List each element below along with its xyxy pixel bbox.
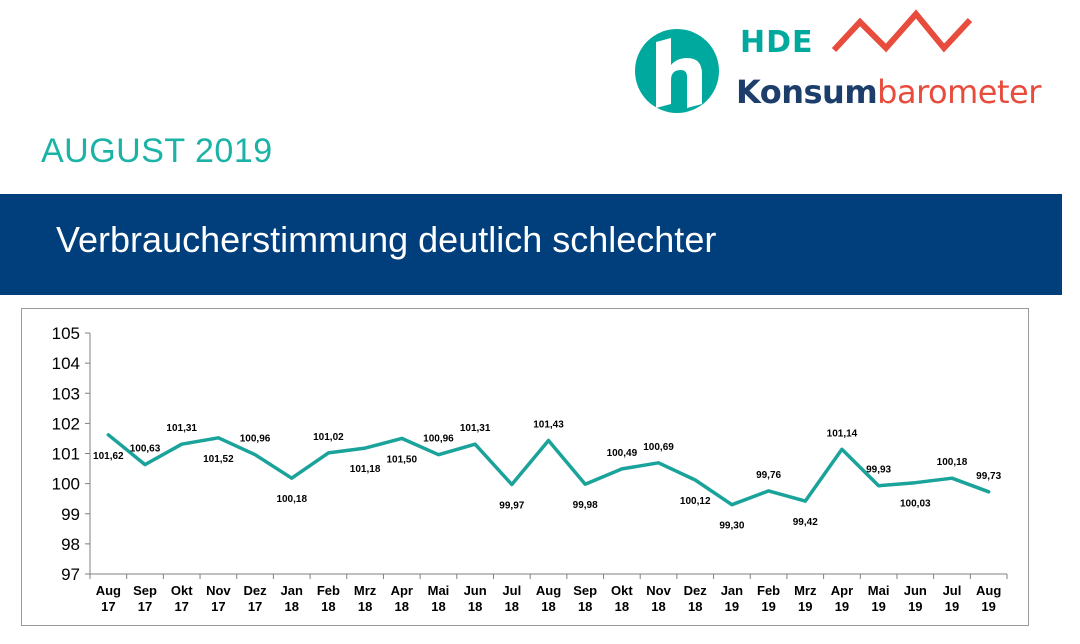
data-label: 100,96: [423, 434, 454, 445]
y-tick-label: 101: [52, 445, 80, 464]
x-tick-label-month: Okt: [611, 583, 633, 598]
x-tick-label-month: Jun: [904, 583, 927, 598]
hde-h-logo-icon: [635, 29, 719, 113]
x-tick-label-year: 18: [358, 599, 372, 614]
x-tick-label-month: Jul: [502, 583, 521, 598]
y-tick-label: 98: [61, 535, 80, 554]
data-label: 99,76: [756, 470, 781, 481]
data-label: 99,98: [573, 500, 598, 511]
x-tick-label-year: 18: [321, 599, 335, 614]
line-chart: 979899100101102103104105Aug17Sep17Okt17N…: [52, 324, 1008, 614]
x-tick-label-year: 19: [798, 599, 812, 614]
x-tick-label-month: Jan: [721, 583, 743, 598]
x-tick-label-month: Mai: [868, 583, 890, 598]
x-tick-label-month: Feb: [757, 583, 780, 598]
data-label: 101,50: [386, 454, 417, 465]
x-tick-label-month: Mrz: [354, 583, 377, 598]
data-label: 100,69: [643, 442, 674, 453]
x-tick-label-year: 18: [285, 599, 299, 614]
x-tick-label-month: Nov: [646, 583, 671, 598]
hde-logo: HDE Konsumbarometer: [632, 0, 1072, 120]
x-tick-label-month: Aug: [536, 583, 561, 598]
data-label: 99,93: [866, 465, 891, 476]
y-tick-label: 105: [52, 324, 80, 343]
x-tick-label-year: 19: [725, 599, 739, 614]
x-tick-label-year: 17: [101, 599, 115, 614]
data-label: 100,96: [240, 434, 271, 445]
data-label: 101,31: [460, 423, 491, 434]
x-tick-label-month: Jan: [281, 583, 303, 598]
x-tick-label-year: 17: [174, 599, 188, 614]
x-tick-label-year: 19: [908, 599, 922, 614]
x-tick-label-month: Nov: [206, 583, 231, 598]
x-tick-label-month: Aug: [96, 583, 121, 598]
x-tick-label-year: 19: [981, 599, 995, 614]
x-tick-label-month: Dez: [684, 583, 708, 598]
x-tick-label-month: Jun: [464, 583, 487, 598]
data-label: 101,14: [827, 428, 858, 439]
logo-konsumbarometer: Konsumbarometer: [736, 76, 1041, 108]
x-tick-label-year: 17: [211, 599, 225, 614]
x-tick-label-month: Mai: [428, 583, 450, 598]
x-tick-label-year: 18: [615, 599, 629, 614]
data-label: 101,62: [93, 451, 124, 462]
data-label: 100,49: [607, 448, 638, 459]
data-label: 99,30: [719, 521, 744, 532]
data-label: 101,31: [166, 423, 197, 434]
x-tick-label-year: 18: [505, 599, 519, 614]
x-tick-label-month: Aug: [976, 583, 1001, 598]
x-tick-label-year: 18: [395, 599, 409, 614]
logo-word-konsum: Konsum: [736, 73, 878, 111]
data-label: 100,18: [937, 457, 968, 468]
data-label: 101,18: [350, 464, 381, 475]
data-label: 100,03: [900, 499, 931, 510]
data-label: 101,43: [533, 420, 564, 431]
x-tick-label-month: Sep: [573, 583, 597, 598]
data-label: 101,02: [313, 432, 344, 443]
series-line: [106, 433, 991, 507]
x-tick-label-year: 18: [651, 599, 665, 614]
data-label: 100,12: [680, 496, 711, 507]
y-tick-label: 99: [61, 505, 80, 524]
x-tick-label-year: 19: [835, 599, 849, 614]
title-banner: Verbraucherstimmung deutlich schlechter: [0, 194, 1062, 295]
data-label: 99,73: [976, 471, 1001, 482]
x-tick-label-year: 17: [248, 599, 262, 614]
y-tick-label: 103: [52, 384, 80, 403]
x-tick-label-month: Apr: [831, 583, 853, 598]
x-tick-label-year: 18: [541, 599, 555, 614]
chart-container: 97 98 99 100 101 102 103 104 105 Aug 17 Sep 17 Okt 17 N…: [21, 308, 1029, 626]
x-tick-label-year: 18: [688, 599, 702, 614]
x-tick-label-year: 19: [945, 599, 959, 614]
x-tick-label-year: 18: [431, 599, 445, 614]
data-label: 100,18: [276, 494, 307, 505]
x-tick-label-month: Mrz: [794, 583, 817, 598]
x-tick-label-month: Feb: [317, 583, 340, 598]
x-tick-label-year: 18: [468, 599, 482, 614]
y-tick-label: 104: [52, 354, 80, 373]
sparkline-logo-icon: [831, 9, 973, 53]
report-month: AUGUST 2019: [41, 132, 273, 170]
x-tick-label-year: 19: [871, 599, 885, 614]
y-tick-label: 100: [52, 475, 80, 494]
x-tick-label-month: Okt: [171, 583, 193, 598]
data-label: 100,63: [130, 444, 161, 455]
x-tick-label-month: Dez: [243, 583, 267, 598]
logo-word-barometer: barometer: [877, 73, 1041, 111]
y-tick-label: 97: [61, 565, 80, 584]
x-tick-label-year: 19: [761, 599, 775, 614]
x-tick-label-month: Apr: [391, 583, 413, 598]
data-label: 99,42: [793, 517, 818, 528]
y-tick-label: 102: [52, 414, 80, 433]
x-tick-label-month: Sep: [133, 583, 157, 598]
x-tick-label-month: Jul: [943, 583, 962, 598]
data-label: 101,52: [203, 454, 234, 465]
page-title: Verbraucherstimmung deutlich schlechter: [56, 219, 717, 260]
logo-hde-text: HDE: [740, 25, 814, 60]
data-label: 99,97: [499, 501, 524, 512]
x-tick-label-year: 17: [138, 599, 152, 614]
x-tick-label-year: 18: [578, 599, 592, 614]
